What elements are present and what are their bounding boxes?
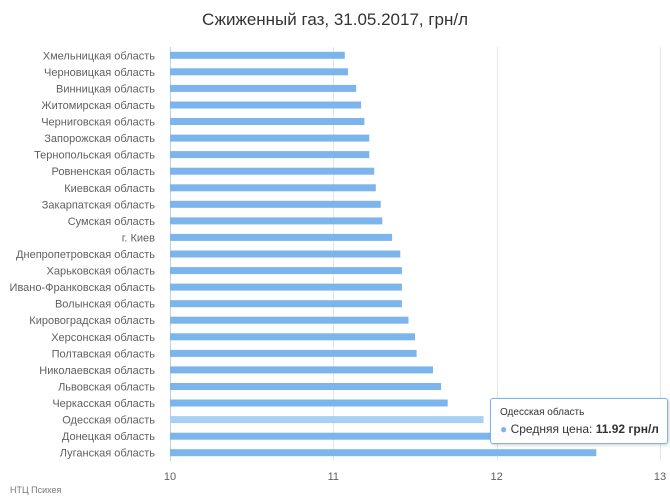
category-label: Сумская область <box>68 216 156 228</box>
x-axis-tick-labels: 10 11 12 13 <box>164 471 666 483</box>
bar[interactable] <box>170 167 375 175</box>
x-tick-label: 12 <box>491 471 503 483</box>
bar[interactable] <box>170 383 442 390</box>
bar[interactable] <box>170 184 376 192</box>
category-label: Ивано-Франковская область <box>10 282 156 294</box>
category-label: Черновицкая область <box>44 67 155 79</box>
category-label: Полтавская область <box>52 348 156 360</box>
credits[interactable]: НТЦ Психея <box>10 485 62 495</box>
bar[interactable] <box>170 366 433 374</box>
category-label: Черкасская область <box>52 398 155 410</box>
category-label: Тернопольская область <box>34 150 155 162</box>
category-label: Ровненская область <box>52 166 156 178</box>
tooltip-series-dot: ● <box>500 422 508 436</box>
tooltip-title: Одесская область <box>500 407 585 418</box>
bar[interactable] <box>170 316 409 324</box>
category-label: Львовская область <box>58 382 155 394</box>
category-label: Закарпатская область <box>42 199 155 211</box>
bar[interactable] <box>170 118 365 125</box>
category-label: Винницкая область <box>56 83 155 95</box>
category-label: Черниговская область <box>41 117 155 129</box>
bar[interactable] <box>170 300 402 308</box>
x-tick-label: 11 <box>328 471 339 483</box>
category-label: Запорожская область <box>44 133 155 145</box>
bar[interactable] <box>170 200 381 208</box>
category-label: Донецкая область <box>62 431 155 443</box>
category-label: Луганская область <box>60 448 155 460</box>
category-label: Житомирская область <box>41 100 155 112</box>
category-label: Хмельницкая область <box>43 50 156 62</box>
tooltip: Одесская область ● Средняя цена: 11.92 г… <box>490 398 668 444</box>
bar[interactable] <box>170 68 348 76</box>
bar[interactable] <box>170 267 402 275</box>
bar[interactable] <box>170 151 370 159</box>
bar[interactable] <box>170 416 484 424</box>
tooltip-series-label: Средняя цена: <box>510 422 596 436</box>
bar[interactable] <box>170 217 383 225</box>
category-label: Харьковская область <box>47 266 156 278</box>
bar[interactable] <box>170 51 345 59</box>
category-label: Херсонская область <box>51 332 155 344</box>
category-labels: Хмельницкая область Черновицкая область Ви… <box>10 50 156 459</box>
category-label: Волынская область <box>55 299 155 311</box>
category-label: Одесская область <box>62 415 155 427</box>
bar[interactable] <box>170 283 402 291</box>
x-tick-label: 13 <box>654 471 666 483</box>
bar[interactable] <box>170 432 520 440</box>
bar[interactable] <box>170 250 401 258</box>
x-tick-label: 10 <box>164 471 176 483</box>
bar[interactable] <box>170 349 417 357</box>
category-label: Киевская область <box>64 183 155 195</box>
category-label: Николаевская область <box>39 365 155 377</box>
bar[interactable] <box>170 333 415 341</box>
tooltip-value: 11.92 грн/л <box>595 422 659 436</box>
bar[interactable] <box>170 134 370 142</box>
bar[interactable] <box>170 84 357 92</box>
category-label: Днепропетровская область <box>16 249 155 261</box>
chart-title: Сжиженный газ, 31.05.2017, грн/л <box>201 10 469 29</box>
bar[interactable] <box>170 449 597 457</box>
bars <box>170 51 597 457</box>
category-label: г. Киев <box>122 232 155 244</box>
category-label: Кировоградская область <box>29 315 155 327</box>
tooltip-row: ● Средняя цена: 11.92 грн/л <box>500 422 659 436</box>
bar[interactable] <box>170 101 362 109</box>
bar[interactable] <box>170 233 393 241</box>
bar[interactable] <box>170 399 448 407</box>
